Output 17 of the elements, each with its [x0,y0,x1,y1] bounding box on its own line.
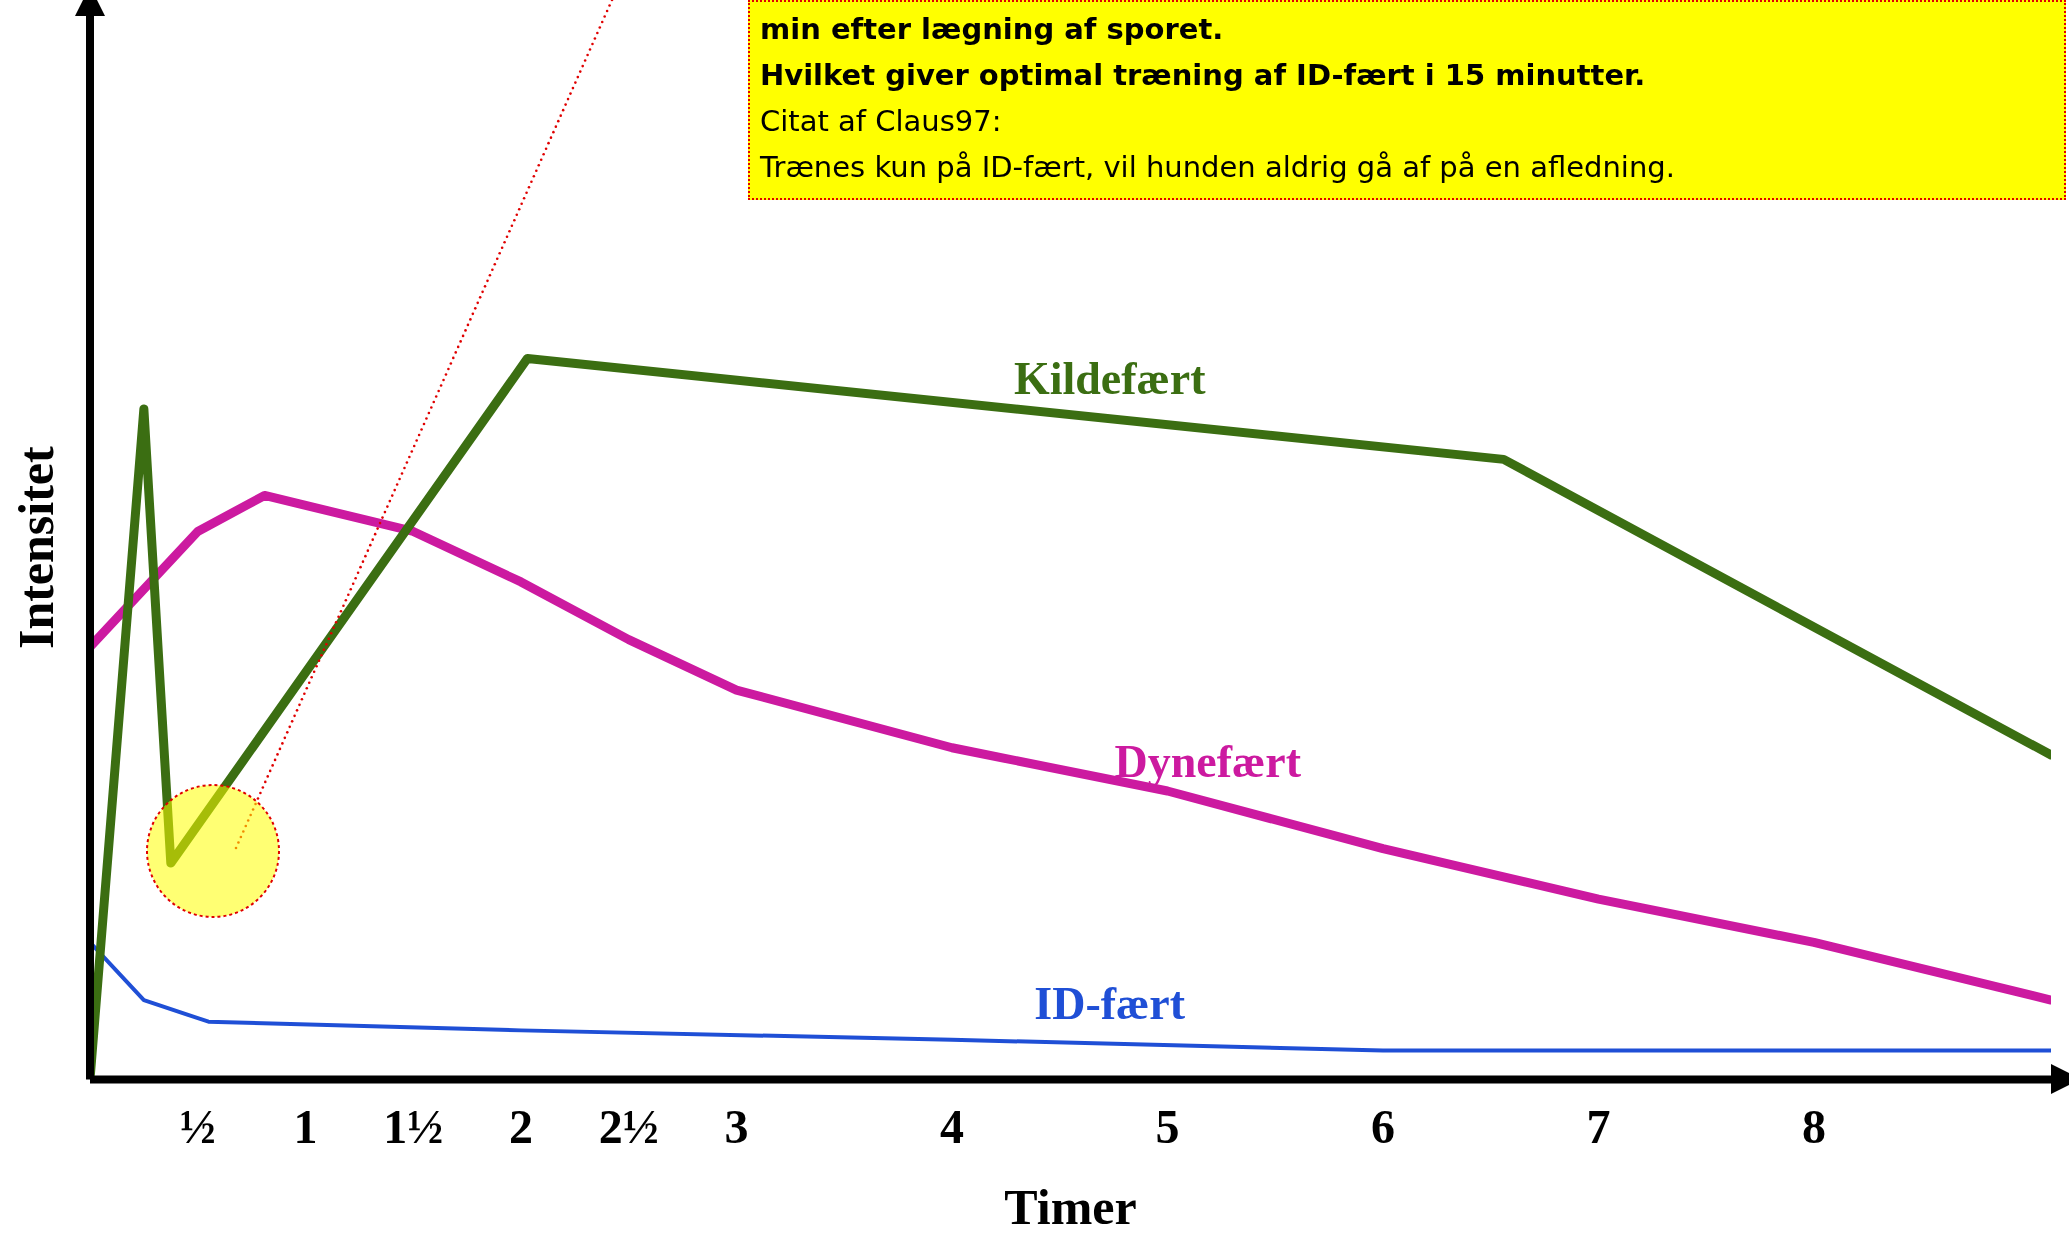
x-tick-label: 3 [724,1099,749,1153]
x-tick-label: 2 [508,1099,533,1153]
x-axis-title: Timer [1004,1178,1137,1235]
x-tick-label: 2½ [598,1099,659,1153]
series-label: Kildefært [1013,352,1207,404]
x-tick-label: ½ [179,1099,216,1153]
x-tick-label: 1 [293,1099,318,1153]
x-tick-label: 5 [1155,1099,1180,1153]
series-label: ID-fært [1034,977,1186,1029]
text: min efter lægning af sporet. Hvilket giver optimal træning af ID-fært i 15 minutter. Citat af Claus97: Trænes kun på ID-fært, vil hunden aldrig gå af på en afledning. [760,11,1676,186]
x-tick-label: 4 [939,1099,964,1153]
x-tick-label: 6 [1370,1099,1395,1153]
x-tick-label: 1½ [383,1099,444,1153]
series-label: Dynefært [1114,735,1302,787]
y-axis-title: Intensitet [7,445,64,650]
x-tick-label: 7 [1586,1099,1611,1153]
x-tick-label: 8 [1801,1099,1826,1153]
